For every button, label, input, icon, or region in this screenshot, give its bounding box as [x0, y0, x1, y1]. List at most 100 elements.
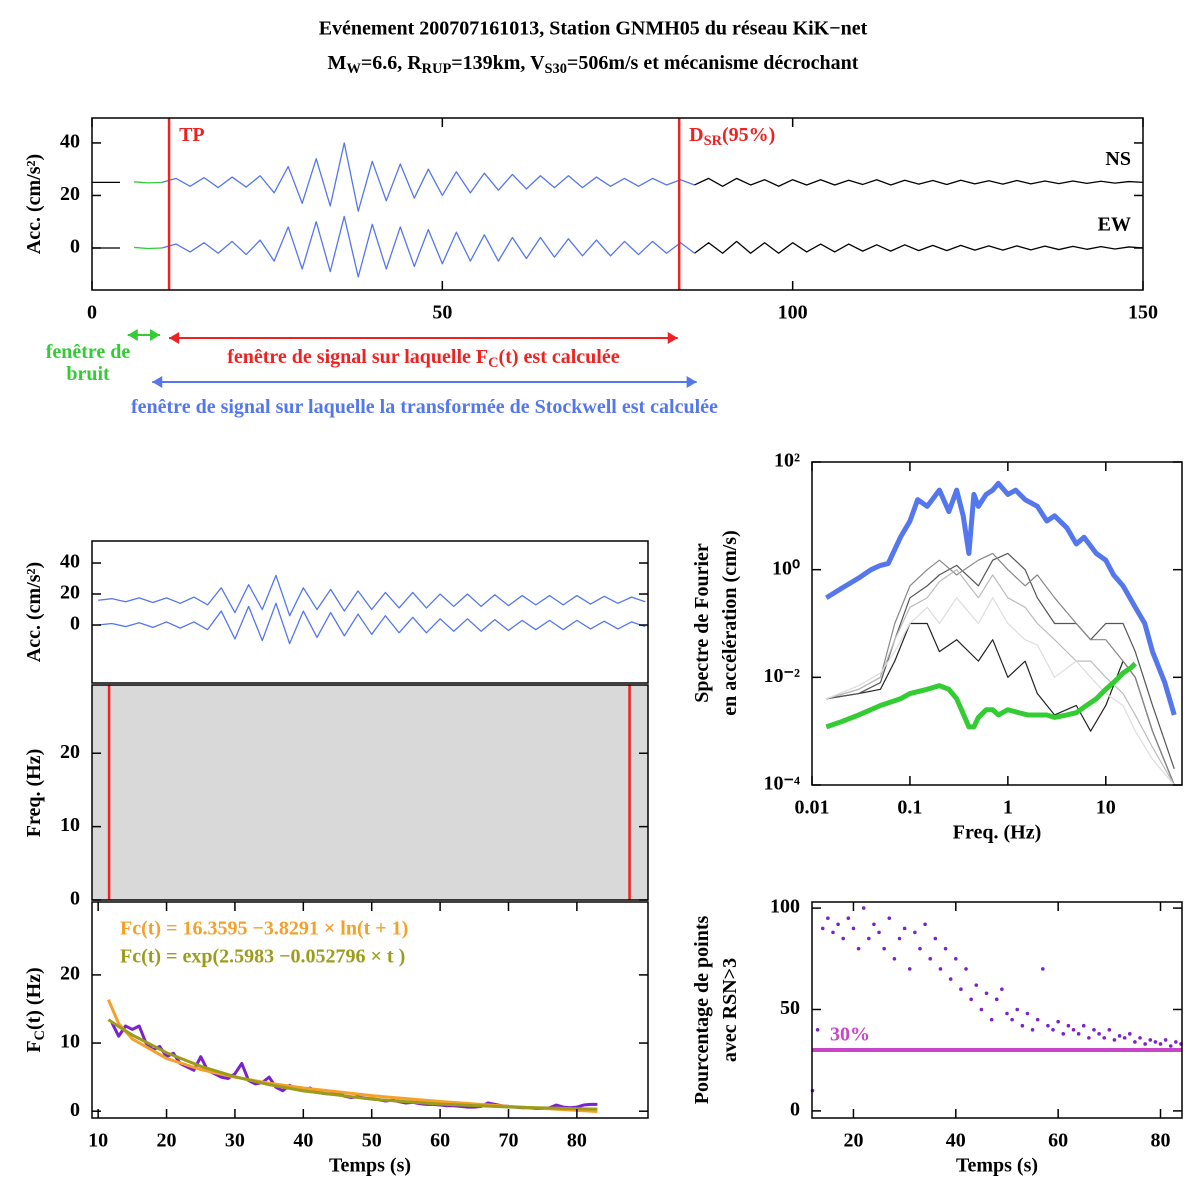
trace: [161, 215, 695, 278]
point: [954, 956, 958, 961]
plot-frame: [91, 684, 649, 901]
trace: [826, 552, 1175, 786]
trace: [98, 574, 646, 617]
marker-label: TP: [179, 124, 205, 146]
point: [1056, 1019, 1060, 1024]
point: [851, 926, 856, 931]
x-tick-label: 30: [225, 1130, 245, 1152]
y-tick-label: 10⁻⁴: [763, 773, 800, 795]
chart-subtitle-part: =6.6, R: [361, 52, 422, 74]
chart-title: Evénement 200707161013, Station GNMH05 d…: [319, 18, 868, 40]
y-tick-label: 0: [70, 888, 80, 910]
y-axis-label: FC(t) (Hz): [23, 967, 49, 1052]
point: [861, 906, 866, 910]
plot-frame: [91, 117, 1144, 291]
point: [1128, 1032, 1132, 1036]
point: [887, 916, 892, 921]
x-tick-label: 20: [157, 1130, 177, 1152]
x-tick-label: 80: [1151, 1130, 1171, 1152]
point: [1025, 1011, 1030, 1016]
point: [1005, 1011, 1009, 1016]
point: [872, 922, 876, 927]
marker-label-part: SR: [704, 133, 723, 149]
plot-frame: [91, 540, 649, 684]
trace: [133, 181, 163, 184]
y-tick-label: 20: [60, 183, 80, 205]
y-tick-label: 0: [70, 1099, 80, 1121]
trace: [826, 552, 1175, 769]
point: [1081, 1023, 1086, 1028]
y-axis-label: Spectre de Fourier: [691, 543, 713, 703]
y-axis-label-part: Acc. (cm/s²): [23, 154, 45, 254]
y-tick-label: 0: [70, 236, 80, 258]
y-tick-label: 10: [60, 1031, 80, 1053]
trace: [826, 597, 1175, 786]
chart-subtitle-part: S30: [545, 61, 567, 77]
trace: [161, 142, 695, 212]
y-tick-label: 50: [780, 997, 800, 1019]
point: [907, 967, 912, 971]
x-tick-label: 60: [430, 1130, 450, 1152]
point: [1041, 967, 1045, 971]
window-label-part: bruit: [66, 363, 110, 385]
point: [856, 946, 861, 951]
x-axis-label: Temps (s): [329, 1155, 411, 1177]
point: [1010, 1017, 1014, 1022]
y-tick-label: 10⁰: [772, 557, 800, 579]
y-axis-label: Acc. (cm/s²): [23, 154, 45, 254]
point: [1112, 1038, 1117, 1042]
y-tick-label: 0: [790, 1098, 800, 1120]
point: [882, 946, 886, 951]
y-tick-label: 10: [60, 814, 80, 836]
point: [846, 916, 851, 921]
window-label: fenêtre de signal sur laquelle la transf…: [131, 396, 718, 418]
point: [820, 926, 825, 931]
point: [1071, 1027, 1076, 1032]
trace: [824, 480, 1177, 716]
y-tick-label: 40: [60, 131, 80, 153]
point: [831, 930, 835, 935]
point: [1000, 987, 1004, 992]
y-tick-label: 10²: [774, 450, 800, 472]
point: [1143, 1042, 1147, 1046]
x-tick-label: 50: [432, 302, 452, 324]
point: [933, 936, 938, 941]
point: [1133, 1040, 1137, 1044]
threshold-label: 30%: [830, 1024, 870, 1046]
point: [1168, 1044, 1173, 1048]
plot-frame: [811, 461, 1183, 786]
y-tick-label: 20: [60, 582, 80, 604]
point: [1158, 1042, 1163, 1046]
point: [928, 956, 933, 961]
point: [1087, 1036, 1091, 1040]
y-tick-label: 100: [770, 896, 800, 918]
point: [902, 926, 907, 931]
y-tick-label: 40: [60, 551, 80, 573]
arrow-head: [127, 329, 160, 341]
x-tick-label: 60: [1048, 1130, 1068, 1152]
trace: [826, 569, 1175, 786]
plot-frame: [91, 901, 649, 1119]
plot-background: [92, 685, 648, 900]
x-tick-label: 10: [88, 1130, 108, 1152]
point: [1066, 1023, 1071, 1028]
marker-label-part: D: [689, 124, 703, 146]
x-tick-label: 20: [843, 1130, 863, 1152]
trace: [825, 661, 1137, 730]
y-tick-label: 10⁻²: [763, 665, 800, 687]
y-tick-label: 20: [60, 741, 80, 763]
marker-label-part: TP: [179, 124, 205, 146]
y-tick-label: 20: [60, 963, 80, 985]
point: [923, 922, 927, 927]
point: [815, 1027, 820, 1032]
point: [841, 936, 846, 941]
window-label: bruit: [66, 363, 110, 385]
point: [1061, 1032, 1066, 1036]
y-axis-label-part: avec RSN>3: [719, 958, 741, 1062]
window-label: fenêtre de: [46, 341, 131, 363]
y-axis-label-part: Spectre de Fourier: [691, 543, 713, 703]
legend-label: Fc(t) = 16.3595 −3.8291 × ln(t + 1): [120, 918, 408, 940]
point: [1097, 1032, 1101, 1036]
y-axis-label-part: en accélération (cm/s): [719, 530, 741, 715]
